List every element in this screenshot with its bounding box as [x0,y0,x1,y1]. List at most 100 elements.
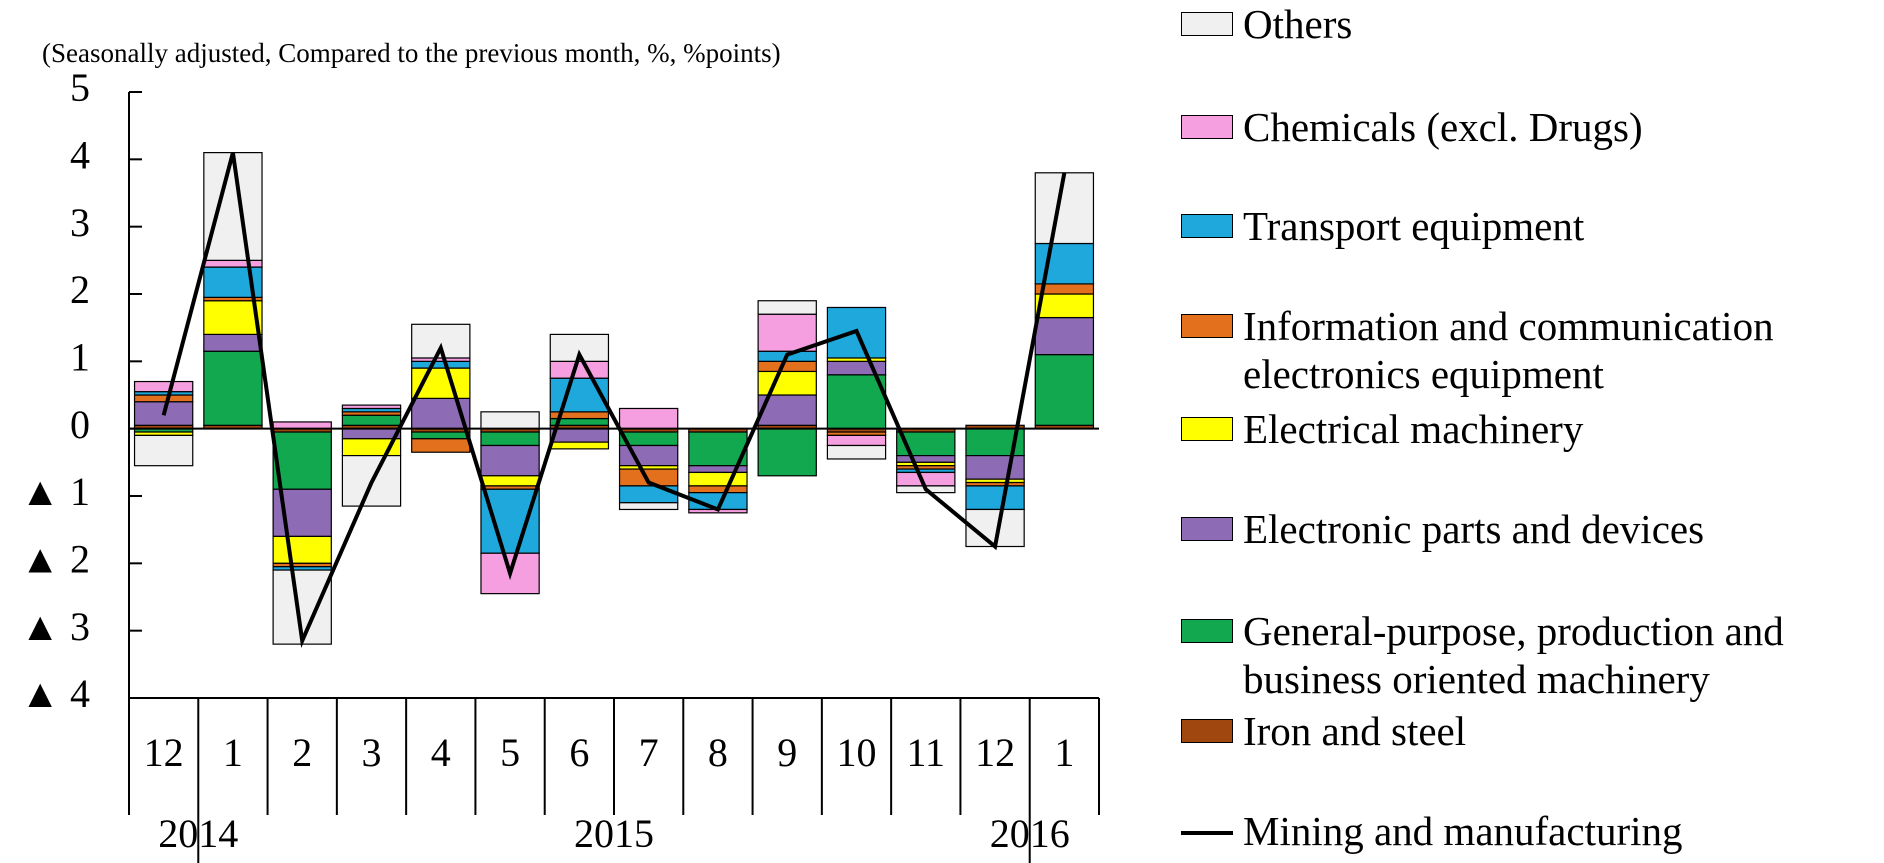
x-tick-label: 2 [292,730,312,775]
bar-segment [757,313,817,352]
bar-segment [133,434,194,467]
bar-segment [411,438,471,453]
legend-swatch [1181,12,1233,36]
y-tick-label: ▲ 4 [20,671,90,716]
legend-item: General-purpose, production and business… [1181,607,1861,703]
bar-segment [1034,354,1095,426]
year-label: 2015 [574,811,654,856]
legend-swatch [1181,719,1233,743]
legend-label: Others [1243,1,1353,47]
bar-segment [965,455,1025,480]
bar-segment [203,350,263,426]
bar-segment [688,431,748,467]
bar-segment [341,414,402,426]
bar-segment [203,259,263,268]
legend-swatch [1181,417,1233,441]
bar-segment [549,428,610,443]
bar-segment [272,535,332,564]
y-tick-label: 5 [70,65,90,110]
x-tick-label: 10 [837,730,877,775]
bar-segment [688,471,748,487]
y-tick-label: ▲ 1 [20,469,90,514]
legend-swatch [1181,831,1233,835]
bar-segment [203,333,263,352]
legend-label: General-purpose, production and business… [1243,608,1784,702]
bar-segment [1034,316,1095,356]
legend-label: Iron and steel [1243,708,1467,754]
x-tick-label: 1 [223,730,243,775]
x-tick-label: 6 [569,730,589,775]
legend-label: Transport equipment [1243,203,1585,249]
legend-swatch [1181,214,1233,238]
year-label: 2014 [158,811,238,856]
bar-segment [133,394,194,403]
x-tick-label: 7 [639,730,659,775]
legend-item: Information and communication electronic… [1181,302,1861,398]
legend-label: Electronic parts and devices [1243,506,1705,552]
bar-segment [896,471,956,487]
bar-segment [480,475,540,487]
bar-segment [1034,293,1095,319]
bar-segment [826,444,887,460]
y-tick-label: 2 [70,267,90,312]
bar-segment [411,360,471,369]
legend-swatch [1181,115,1233,139]
x-tick-label: 12 [975,730,1015,775]
legend-label: Mining and manufacturing [1243,808,1683,854]
legend-item: Others [1181,0,1861,48]
x-tick-label: 12 [144,730,184,775]
bar-segment [203,152,263,261]
bar-segment [688,485,748,494]
bar-segment [133,380,194,393]
bar-segment [757,428,817,477]
bar-segment [549,441,610,450]
year-label: 2016 [990,811,1070,856]
bar-segment [480,411,540,430]
chart-subtitle: (Seasonally adjusted, Compared to the pr… [42,38,781,68]
legend-label: Electrical machinery [1243,406,1584,452]
legend-swatch [1181,619,1233,643]
bar-segment [965,485,1025,511]
y-tick-label: 4 [70,133,90,178]
bar-segment [272,421,332,430]
bar-segment [480,444,540,477]
bar-segment [549,360,610,379]
x-tick-label: 3 [362,730,382,775]
y-tick-label: 3 [70,200,90,245]
x-tick-label: 1 [1054,730,1074,775]
legend-label: Information and communication electronic… [1243,303,1774,397]
x-tick-label: 11 [907,730,946,775]
x-tick-label: 8 [708,730,728,775]
bar-segment [480,431,540,447]
bar-segment [757,360,817,373]
y-tick-label: ▲ 2 [20,537,90,582]
bar-segment [272,431,332,490]
legend-swatch [1181,517,1233,541]
legend-item: Iron and steel [1181,707,1861,755]
legend-item: Transport equipment [1181,202,1861,250]
legend-item: Electronic parts and devices [1181,505,1861,553]
y-tick-label: ▲ 3 [20,604,90,649]
legend-item: Electrical machinery [1181,405,1861,453]
bar-segment [480,488,540,554]
legend-swatch [1181,314,1233,338]
x-tick-label: 9 [777,730,797,775]
line [161,152,1067,649]
bar-segment [896,455,956,463]
bar-segment [618,407,679,430]
bar-segment [618,502,679,511]
bar-segment [757,300,817,315]
bar-segment [826,374,887,430]
bar-segment [341,428,402,440]
legend-label: Chemicals (excl. Drugs) [1243,104,1643,150]
bar-segment [826,434,887,447]
x-tick-label: 4 [431,730,451,775]
y-tick-label: 0 [70,402,90,447]
x-tick-label: 5 [500,730,520,775]
bar-segment [757,370,817,396]
y-tick-label: 1 [70,335,90,380]
bar-segment [411,431,471,440]
bar-segment [341,404,402,410]
